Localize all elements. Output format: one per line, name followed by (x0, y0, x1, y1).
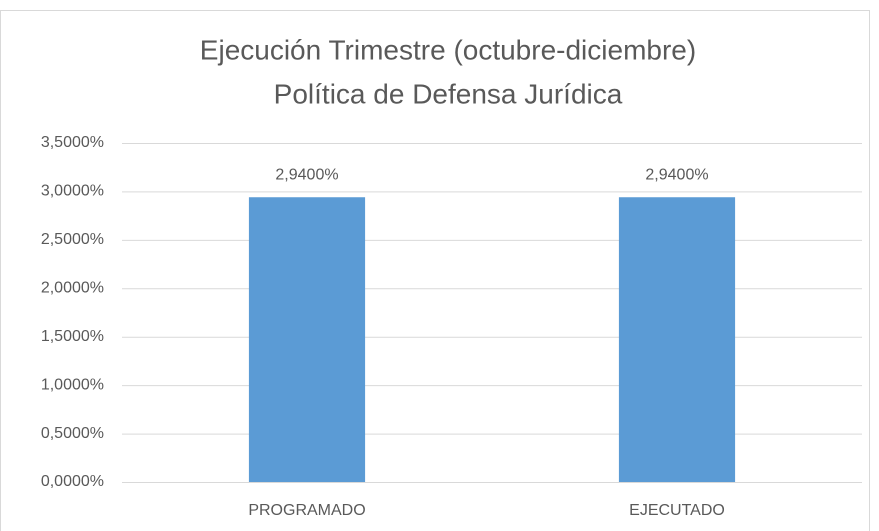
y-tick-label: 2,0000% (41, 280, 104, 297)
chart-title: Política de Defensa Jurídica (274, 78, 623, 109)
y-tick-label: 3,0000% (41, 183, 104, 200)
data-label: 2,9400% (645, 166, 708, 183)
bar (618, 197, 736, 483)
x-tick-label: EJECUTADO (629, 502, 725, 519)
y-tick-label: 3,5000% (41, 134, 104, 151)
y-tick-label: 0,5000% (41, 425, 104, 442)
bar (248, 197, 366, 483)
data-label: 2,9400% (275, 166, 338, 183)
x-tick-label: PROGRAMADO (248, 502, 365, 519)
y-tick-label: 0,0000% (41, 473, 104, 490)
chart-title: Ejecución Trimestre (octubre-diciembre) (200, 34, 696, 65)
y-tick-label: 2,5000% (41, 231, 104, 248)
y-tick-label: 1,0000% (41, 376, 104, 393)
y-tick-label: 1,5000% (41, 328, 104, 345)
